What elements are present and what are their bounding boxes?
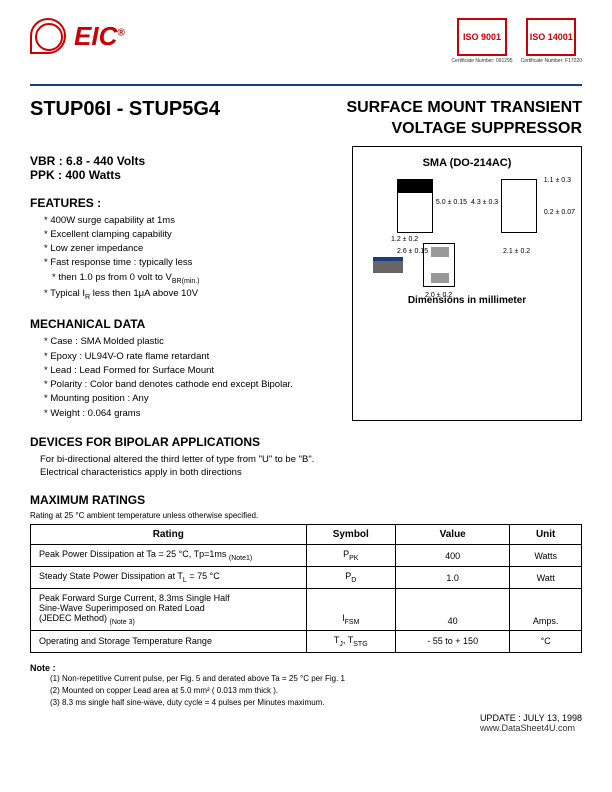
list-item: Polarity : Color band denotes cathode en… xyxy=(44,378,332,392)
update-date: UPDATE : JULY 13, 1998 xyxy=(480,713,582,723)
features-list: 400W surge capability at 1ms Excellent c… xyxy=(30,214,332,304)
list-item: Excellent clamping capability xyxy=(44,228,332,242)
logo-icon xyxy=(30,18,66,54)
features-title: FEATURES : xyxy=(30,196,332,210)
title-row: STUP06I - STUP5G4 SURFACE MOUNT TRANSIEN… xyxy=(30,98,582,140)
logo: EIC® xyxy=(30,18,125,54)
table-header: Rating xyxy=(31,525,307,545)
ratings-title: MAXIMUM RATINGS xyxy=(30,493,582,507)
table-header: Unit xyxy=(510,525,582,545)
table-row: Operating and Storage Temperature Range … xyxy=(31,630,582,652)
logo-text: EIC® xyxy=(74,21,125,52)
cert-iso9001: ISO 9001 Certificate Number: 091295 xyxy=(451,18,512,64)
mechanical-title: MECHANICAL DATA xyxy=(30,317,332,331)
list-item: Typical IR less then 1μA above 10V xyxy=(44,287,332,303)
notes-list: (1) Non-repetitive Current pulse, per Fi… xyxy=(30,673,582,709)
list-item: Low zener impedance xyxy=(44,242,332,256)
list-item: Epoxy : UL94V-O rate flame retardant xyxy=(44,350,332,364)
table-row: Peak Power Dissipation at Ta = 25 °C, Tp… xyxy=(31,545,582,567)
table-row: Peak Forward Surge Current, 8.3ms Single… xyxy=(31,589,582,631)
header: EIC® ISO 9001 Certificate Number: 091295… xyxy=(30,18,582,78)
package-pad-view xyxy=(423,243,455,287)
package-top-view xyxy=(397,179,433,233)
list-item: Mounting position : Any xyxy=(44,392,332,406)
list-item: 400W surge capability at 1ms xyxy=(44,214,332,228)
list-item: then 1.0 ps from 0 volt to VBR(min.) xyxy=(44,271,332,287)
cert-iso14001: ISO 14001 Certificate Number: F17220 xyxy=(521,18,582,64)
list-item: Lead : Lead Formed for Surface Mount xyxy=(44,364,332,378)
notes-title: Note : xyxy=(30,663,582,673)
table-row: Steady State Power Dissipation at TL = 7… xyxy=(31,567,582,589)
package-side-view xyxy=(501,179,537,233)
divider xyxy=(30,84,582,86)
list-item: Weight : 0.064 grams xyxy=(44,407,332,421)
mechanical-list: Case : SMA Molded plastic Epoxy : UL94V-… xyxy=(30,335,332,421)
certifications: ISO 9001 Certificate Number: 091295 ISO … xyxy=(451,18,582,64)
bipolar-text: For bi-directional altered the third let… xyxy=(30,453,582,480)
ratings-note: Rating at 25 °C ambient temperature unle… xyxy=(30,511,582,520)
table-header: Value xyxy=(396,525,510,545)
footer: UPDATE : JULY 13, 1998 www.DataSheet4U.c… xyxy=(30,713,582,733)
list-item: Case : SMA Molded plastic xyxy=(44,335,332,349)
table-header-row: Rating Symbol Value Unit xyxy=(31,525,582,545)
package-title: SMA (DO-214AC) xyxy=(363,157,571,169)
list-item: Fast response time : typically less xyxy=(44,256,332,270)
note-item: (1) Non-repetitive Current pulse, per Fi… xyxy=(50,673,582,685)
note-item: (2) Mounted on copper Lead area at 5.0 m… xyxy=(50,685,582,697)
bipolar-title: DEVICES FOR BIPOLAR APPLICATIONS xyxy=(30,435,582,449)
key-specs: VBR : 6.8 - 440 Volts PPK : 400 Watts xyxy=(30,154,332,182)
table-header: Symbol xyxy=(306,525,396,545)
main-title: SURFACE MOUNT TRANSIENT VOLTAGE SUPPRESS… xyxy=(346,98,582,140)
dimension-caption: Dimensions in millimeter xyxy=(363,295,571,306)
package-diagram: SMA (DO-214AC) 5.0 ± 0.15 1.2 ± 0.2 2.6 … xyxy=(352,146,582,421)
part-number: STUP06I - STUP5G4 xyxy=(30,98,220,121)
note-item: (3) 8.3 ms single half sine-wave, duty c… xyxy=(50,697,582,709)
footer-link: www.DataSheet4U.com xyxy=(480,723,582,733)
ratings-table: Rating Symbol Value Unit Peak Power Diss… xyxy=(30,524,582,652)
package-front-view xyxy=(373,257,403,273)
